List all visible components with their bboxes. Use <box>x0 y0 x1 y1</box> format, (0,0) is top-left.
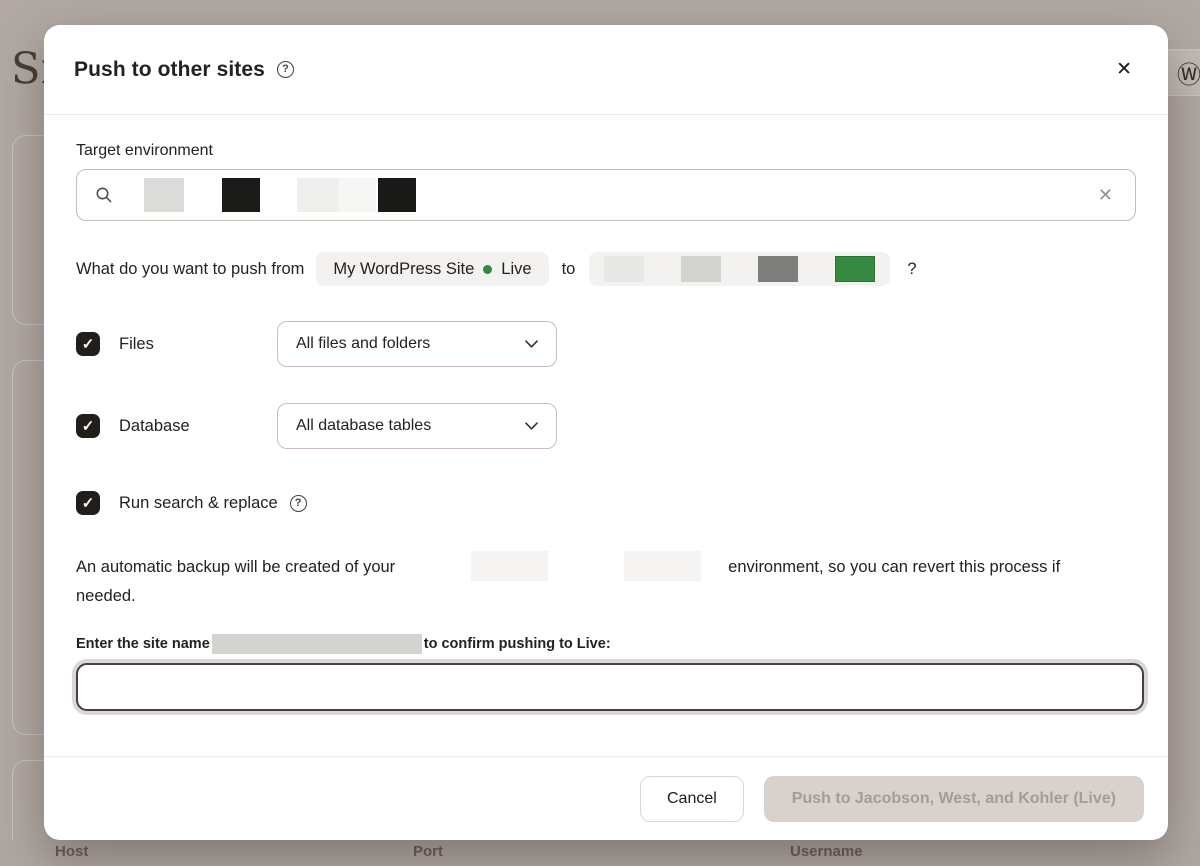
push-dialog: Push to other sites ? ✕ Target environme… <box>44 25 1168 840</box>
dialog-footer: Cancel Push to Jacobson, West, and Kohle… <box>44 756 1168 840</box>
confirm-label: Enter the site name to confirm pushing t… <box>76 634 1136 654</box>
check-icon: ✓ <box>81 335 95 353</box>
search-replace-option-row: ✓ Run search & replace ? <box>76 491 1136 515</box>
search-icon <box>95 186 113 204</box>
files-label: Files <box>119 334 154 353</box>
backup-note-text-1: An automatic backup will be created of y… <box>76 558 396 576</box>
search-replace-help-icon[interactable]: ? <box>289 494 307 512</box>
column-header-username: Username <box>790 843 863 860</box>
push-question-prefix: What do you want to push from <box>76 259 305 278</box>
source-site-name: My WordPress Site <box>333 259 475 278</box>
title-help-icon[interactable]: ? <box>276 61 294 78</box>
chevron-down-icon <box>525 335 538 353</box>
redacted-block <box>758 256 799 282</box>
database-checkbox[interactable]: ✓ <box>76 414 100 438</box>
redacted-block <box>681 256 722 282</box>
redacted-block <box>222 178 260 212</box>
database-scope-dropdown[interactable]: All database tables <box>277 403 557 449</box>
redacted-block <box>339 178 376 212</box>
redacted-block <box>604 256 645 282</box>
dialog-header: Push to other sites ? ✕ <box>44 25 1168 115</box>
redacted-block <box>378 178 416 212</box>
check-icon: ✓ <box>81 417 95 435</box>
redacted-block <box>624 551 702 581</box>
column-header-port: Port <box>413 843 443 860</box>
cancel-button[interactable]: Cancel <box>639 775 744 822</box>
files-option-row: ✓ Files All files and folders <box>76 321 1136 367</box>
close-icon[interactable]: ✕ <box>1110 56 1138 83</box>
source-environment-label: Live <box>501 259 532 278</box>
database-scope-value: All database tables <box>296 417 432 434</box>
files-scope-value: All files and folders <box>296 335 431 352</box>
push-question-row: What do you want to push from My WordPre… <box>76 252 1136 286</box>
source-environment-chip: My WordPress Site Live <box>316 252 549 286</box>
environment-search-input[interactable]: ✕ <box>76 169 1136 221</box>
files-scope-dropdown[interactable]: All files and folders <box>277 321 557 367</box>
target-environment-chip <box>589 252 891 286</box>
column-header-host: Host <box>55 843 89 860</box>
redacted-block <box>835 256 876 282</box>
database-option-row: ✓ Database All database tables <box>76 403 1136 449</box>
live-status-dot <box>483 264 493 274</box>
redacted-block <box>297 178 339 212</box>
target-environment-label: Target environment <box>76 142 213 159</box>
search-replace-checkbox[interactable]: ✓ <box>76 491 100 515</box>
confirm-label-prefix: Enter the site name <box>76 636 210 652</box>
check-icon: ✓ <box>81 494 95 512</box>
push-question-suffix: ? <box>907 259 917 278</box>
background-table-header-row: Host Port Username <box>0 840 1200 866</box>
wordpress-badge: Ⓦ <box>1168 49 1200 96</box>
files-checkbox[interactable]: ✓ <box>76 332 100 356</box>
confirm-label-suffix: to confirm pushing to Live: <box>423 636 611 652</box>
dialog-body: Target environment ✕ What do you want to… <box>44 115 1168 756</box>
confirm-site-name-input[interactable] <box>76 663 1144 711</box>
wordpress-icon: Ⓦ <box>1177 61 1200 89</box>
backup-note-text-2: environment, so you can revert this proc… <box>76 558 1061 605</box>
redacted-block <box>471 551 549 581</box>
push-question-connector: to <box>561 259 576 278</box>
redacted-block <box>211 634 422 654</box>
push-submit-button[interactable]: Push to Jacobson, West, and Kohler (Live… <box>763 775 1144 822</box>
chevron-down-icon <box>525 417 538 435</box>
redacted-block <box>144 178 184 212</box>
search-replace-label: Run search & replace <box>119 493 278 512</box>
backup-note: An automatic backup will be created of y… <box>76 551 1096 611</box>
dialog-title: Push to other sites <box>74 57 265 81</box>
clear-search-icon[interactable]: ✕ <box>1094 184 1117 206</box>
database-label: Database <box>119 416 190 435</box>
